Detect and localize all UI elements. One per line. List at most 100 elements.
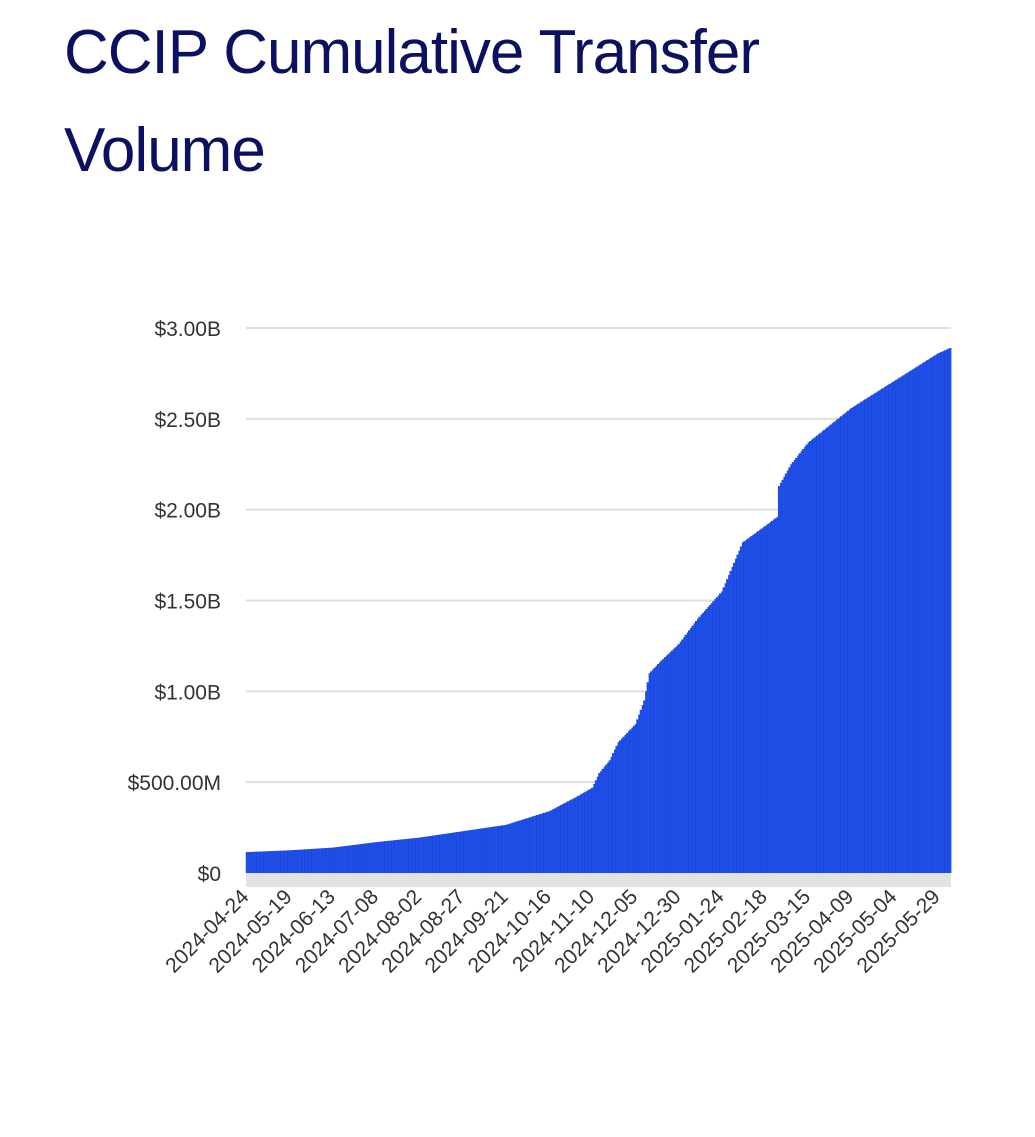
bar xyxy=(745,539,748,873)
bar xyxy=(868,397,871,873)
bar xyxy=(284,850,287,873)
bar xyxy=(482,828,485,873)
bar xyxy=(643,700,646,873)
bar xyxy=(273,850,276,873)
bar xyxy=(949,347,952,874)
bar xyxy=(774,518,777,873)
bar xyxy=(404,839,408,873)
bar xyxy=(890,382,893,873)
y-tick-label: $2.50B xyxy=(154,409,221,432)
bar xyxy=(541,813,544,873)
bar xyxy=(738,550,741,873)
bar xyxy=(677,644,681,873)
bar xyxy=(453,832,456,873)
bar xyxy=(513,822,516,873)
bar xyxy=(695,620,698,873)
bar xyxy=(690,627,693,873)
bar xyxy=(741,542,745,873)
bar xyxy=(823,430,826,873)
bar xyxy=(320,848,323,873)
bar xyxy=(437,834,440,873)
bar xyxy=(766,524,769,873)
bar xyxy=(676,645,679,873)
bar xyxy=(603,766,606,873)
bar xyxy=(251,851,254,873)
bar xyxy=(558,805,561,873)
bar xyxy=(290,850,294,873)
bar xyxy=(933,355,936,873)
bar xyxy=(534,815,537,873)
bar xyxy=(779,482,783,873)
bar xyxy=(712,601,715,873)
bar xyxy=(665,655,669,873)
bar xyxy=(470,829,473,873)
bar xyxy=(857,403,860,873)
bar xyxy=(520,819,523,873)
bar xyxy=(301,849,304,873)
bar xyxy=(278,850,281,873)
bar xyxy=(721,591,724,873)
bar xyxy=(385,841,389,873)
bar xyxy=(662,658,665,873)
bar xyxy=(363,843,366,873)
bar xyxy=(536,815,539,873)
bar xyxy=(778,486,781,873)
bar xyxy=(897,378,900,873)
bar xyxy=(928,358,931,873)
bar xyxy=(303,849,306,873)
bar xyxy=(631,727,634,873)
bar xyxy=(595,780,598,873)
bar xyxy=(581,793,584,873)
bar xyxy=(360,844,363,873)
bar xyxy=(441,834,444,873)
bar xyxy=(830,424,833,873)
bar xyxy=(313,848,316,873)
bar xyxy=(408,838,411,873)
bar xyxy=(639,709,643,873)
bar xyxy=(700,614,703,873)
bar xyxy=(608,760,611,873)
bar xyxy=(650,671,653,873)
bar xyxy=(332,847,335,873)
bar xyxy=(835,420,838,873)
bar xyxy=(945,349,948,873)
bar xyxy=(489,827,492,873)
bar xyxy=(349,845,352,873)
bar xyxy=(596,776,599,873)
bar xyxy=(645,691,648,873)
bar xyxy=(826,427,829,873)
bar xyxy=(788,467,791,873)
bar xyxy=(551,809,554,873)
bar xyxy=(277,850,280,873)
bar xyxy=(577,795,580,873)
bar xyxy=(270,851,273,873)
bars xyxy=(245,347,952,874)
bar xyxy=(883,387,886,873)
bar xyxy=(344,846,347,873)
bar xyxy=(771,520,774,873)
bar xyxy=(888,383,891,873)
bar xyxy=(420,837,423,873)
bar xyxy=(691,625,694,873)
bar xyxy=(619,740,622,873)
bar xyxy=(755,532,758,873)
bar xyxy=(709,605,712,873)
bar xyxy=(434,835,437,873)
bar xyxy=(693,623,696,873)
bar xyxy=(379,841,382,873)
bar xyxy=(475,829,478,873)
bar xyxy=(522,819,525,873)
bar xyxy=(605,764,608,873)
bar xyxy=(947,348,950,873)
bar xyxy=(804,446,807,873)
bar xyxy=(938,352,942,873)
bar xyxy=(525,818,529,873)
bar xyxy=(372,842,375,873)
bar xyxy=(398,839,401,873)
bar xyxy=(653,667,656,873)
bar xyxy=(906,373,909,873)
bar xyxy=(586,790,589,873)
bar xyxy=(458,831,461,873)
bar xyxy=(572,798,575,873)
